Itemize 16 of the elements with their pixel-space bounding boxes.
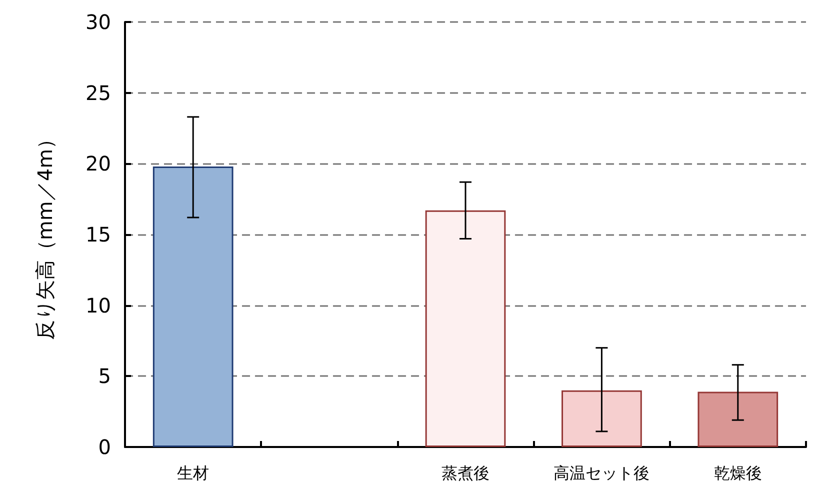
x-tick-label: 乾燥後 [714,464,762,482]
y-tick-label: 20 [86,152,111,176]
y-tick-label: 30 [86,10,111,34]
bar [425,210,506,447]
x-tick-label: 生材 [177,464,210,482]
bar [152,166,234,447]
bar [698,392,778,447]
bar [562,390,642,447]
x-tick-label: 高温セット後 [554,464,650,482]
y-tick-label: 25 [86,80,111,105]
y-tick-label: 5 [98,364,111,388]
y-tick-label: 15 [86,222,111,246]
y-tick-label: 0 [98,435,111,459]
y-axis-title: 反り矢高（mm／4m） [33,128,57,340]
x-tick-label: 蒸煮後 [442,464,490,482]
y-tick-label: 10 [86,293,111,318]
